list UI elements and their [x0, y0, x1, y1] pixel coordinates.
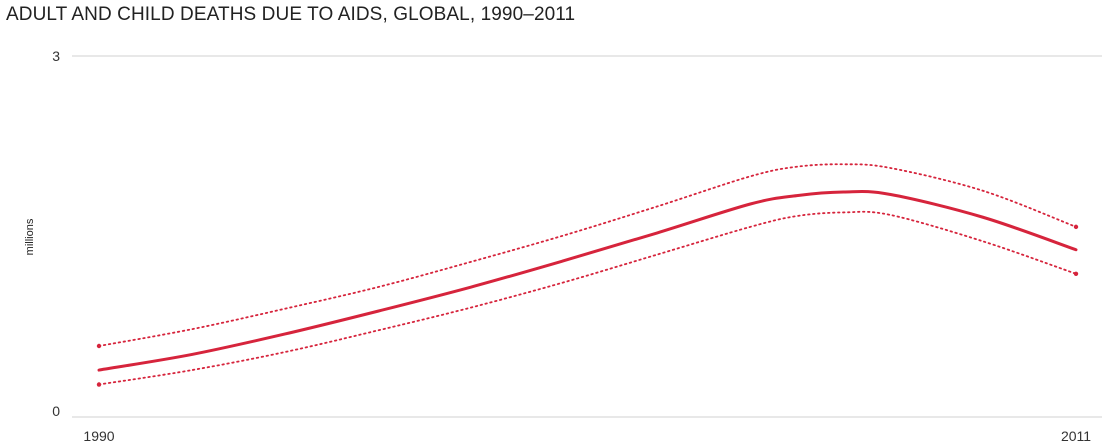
x-tick-label-start: 1990 — [83, 428, 114, 444]
x-tick-label-end: 2011 — [1061, 428, 1091, 444]
series-layer — [96, 163, 1079, 387]
series-line-upper-bound-endpoint — [1073, 224, 1079, 230]
series-line-upper-bound-endpoint — [96, 343, 102, 349]
y-tick-label-top: 3 — [52, 48, 60, 64]
series-line-lower-bound-endpoint — [96, 382, 102, 387]
series-line-upper-bound — [98, 163, 1077, 347]
series-line-estimate — [97, 190, 1078, 372]
y-tick-label-bottom: 0 — [52, 403, 60, 419]
chart-title: ADULT AND CHILD DEATHS DUE TO AIDS, GLOB… — [6, 4, 576, 25]
series-line-lower-bound — [98, 210, 1077, 386]
series-line-lower-bound-endpoint — [1073, 271, 1079, 277]
